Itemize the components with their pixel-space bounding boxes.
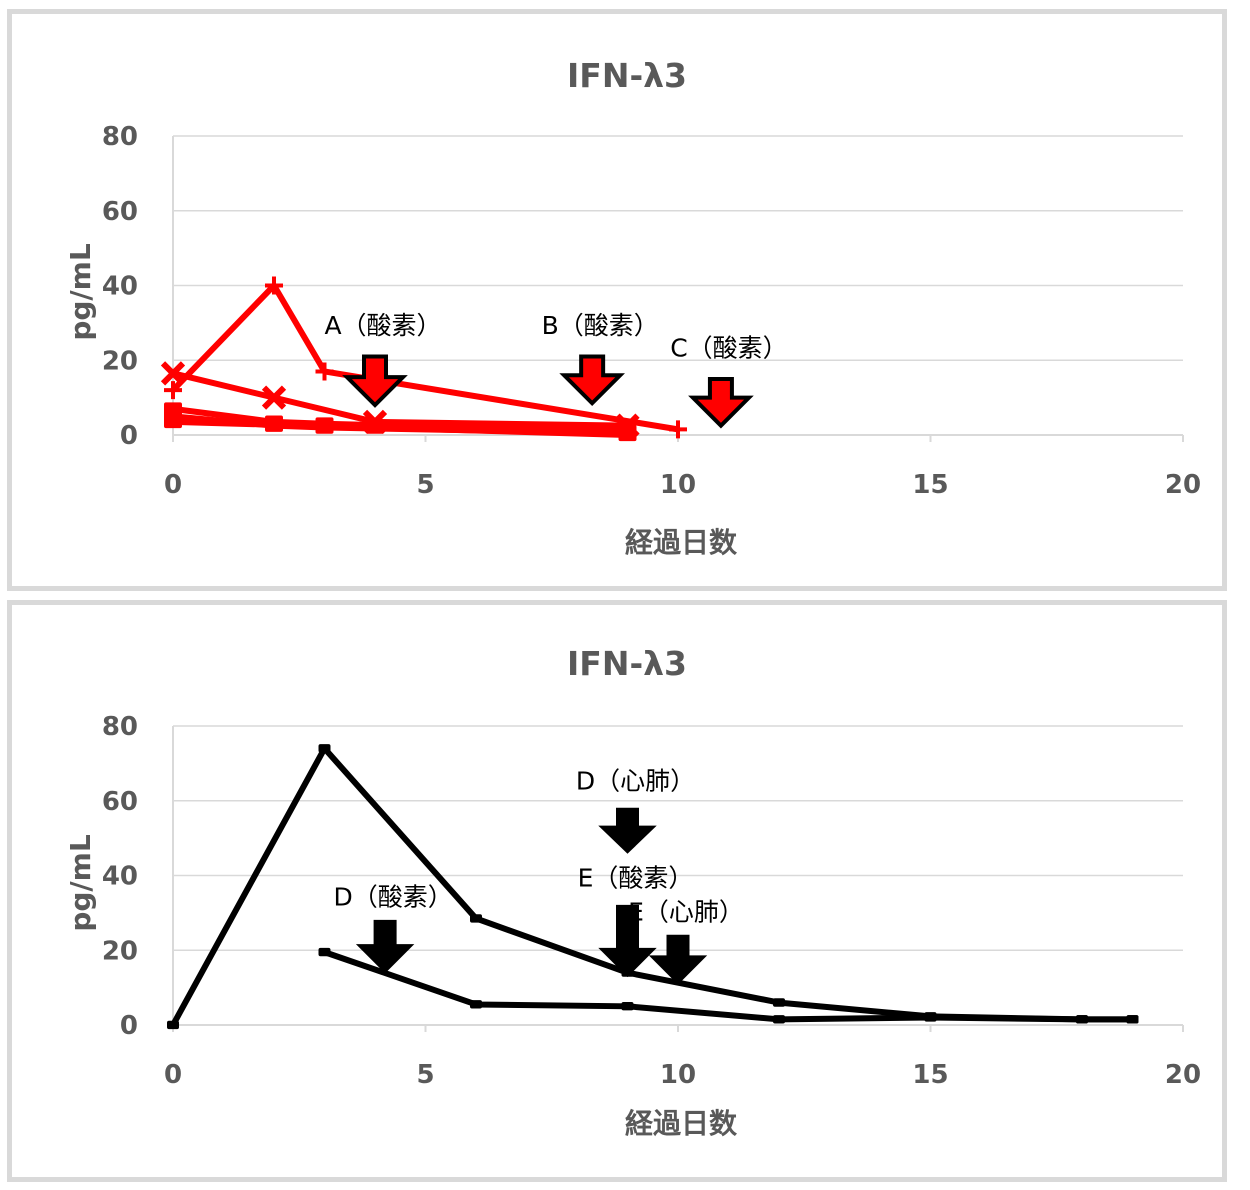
y-tick-label: 80	[102, 122, 138, 152]
y-tick-label: 40	[102, 272, 138, 302]
y-axis-title: pg/mL	[64, 243, 97, 340]
data-point	[470, 914, 482, 923]
annotation-label: D（心肺）	[576, 767, 695, 796]
plot-area: 0 20 40 60 80 0 5 10 15 20 D（心肺） D（酸素） E（酸素） E（心肺）	[102, 712, 1201, 1090]
x-tick-label: 15	[912, 470, 948, 500]
annotation-arrow	[598, 807, 657, 854]
x-tick-label: 20	[1165, 470, 1201, 500]
chart-title: IFN-λ3	[567, 644, 687, 683]
chart-panel-bottom: IFN-λ3 0 20 40 60 80 0 5 10 15 20 D（心肺） D（酸素） E（酸素） E…	[7, 600, 1227, 1182]
data-point	[669, 420, 687, 439]
x-tick-label: 5	[416, 470, 434, 500]
y-tick-label: 20	[102, 936, 138, 966]
annotation-arrow	[688, 376, 754, 429]
annotation-label: E（酸素）	[578, 864, 694, 893]
annotation-label: D（酸素）	[333, 882, 452, 911]
y-tick-label: 40	[102, 862, 138, 892]
y-tick-label: 60	[102, 787, 138, 817]
x-axis-title: 経過日数	[625, 1107, 738, 1140]
x-tick-label: 15	[912, 1060, 948, 1090]
y-tick-label: 60	[102, 197, 138, 227]
series-line-1	[170, 282, 679, 433]
data-point	[318, 744, 331, 753]
y-axis-title: pg/mL	[64, 834, 97, 931]
annotation-arrow	[559, 354, 625, 407]
x-tick-label: 20	[1165, 1060, 1201, 1090]
annotation-arrow	[342, 354, 408, 408]
data-point	[1126, 1015, 1139, 1024]
data-point	[265, 276, 283, 295]
data-point	[167, 1020, 179, 1030]
data-point	[924, 1013, 937, 1022]
data-point	[261, 385, 287, 410]
x-tick-label: 0	[164, 470, 182, 500]
data-point	[164, 381, 182, 400]
annotation-arrow	[355, 919, 415, 974]
chart-panel-top: IFN-λ3 0 20 40 60 80 0 5 10 15 20 A（酸素） B（酸素） C（酸素） …	[7, 9, 1227, 591]
data-point	[366, 421, 384, 434]
series-line-2	[172, 370, 628, 429]
data-point	[160, 361, 186, 386]
data-point	[315, 362, 334, 381]
x-tick-label: 5	[416, 1060, 434, 1090]
x-tick-label: 10	[660, 470, 696, 500]
y-tick-label: 0	[120, 1011, 138, 1041]
annotation-label: B（酸素）	[542, 311, 659, 340]
data-point	[773, 998, 785, 1007]
data-point	[618, 428, 637, 442]
plot-area: 0 20 40 60 80 0 5 10 15 20 A（酸素） B（酸素） C（酸素）	[102, 122, 1201, 500]
data-point	[164, 415, 182, 429]
y-tick-label: 0	[120, 421, 138, 451]
x-tick-label: 0	[164, 1060, 182, 1090]
chart-bottom: IFN-λ3 0 20 40 60 80 0 5 10 15 20 D（心肺） D（酸素） E（酸素） E…	[64, 644, 1201, 1140]
annotation-arrow	[598, 904, 657, 978]
annotation-label: A（酸素）	[324, 311, 441, 340]
annotation-arrow	[648, 934, 708, 985]
data-point	[318, 947, 331, 957]
data-point	[621, 1002, 634, 1011]
data-point	[1076, 1015, 1088, 1024]
data-point	[773, 1015, 785, 1024]
x-tick-label: 10	[660, 1060, 696, 1090]
chart-title: IFN-λ3	[567, 56, 687, 95]
y-tick-label: 20	[102, 346, 138, 376]
data-point	[470, 1000, 482, 1009]
series-line-2	[323, 949, 1133, 1023]
x-axis-title: 経過日数	[625, 526, 738, 559]
annotation-label: C（酸素）	[670, 334, 787, 363]
y-tick-label: 80	[102, 712, 138, 742]
annotation-label: E（心肺）	[628, 897, 744, 926]
